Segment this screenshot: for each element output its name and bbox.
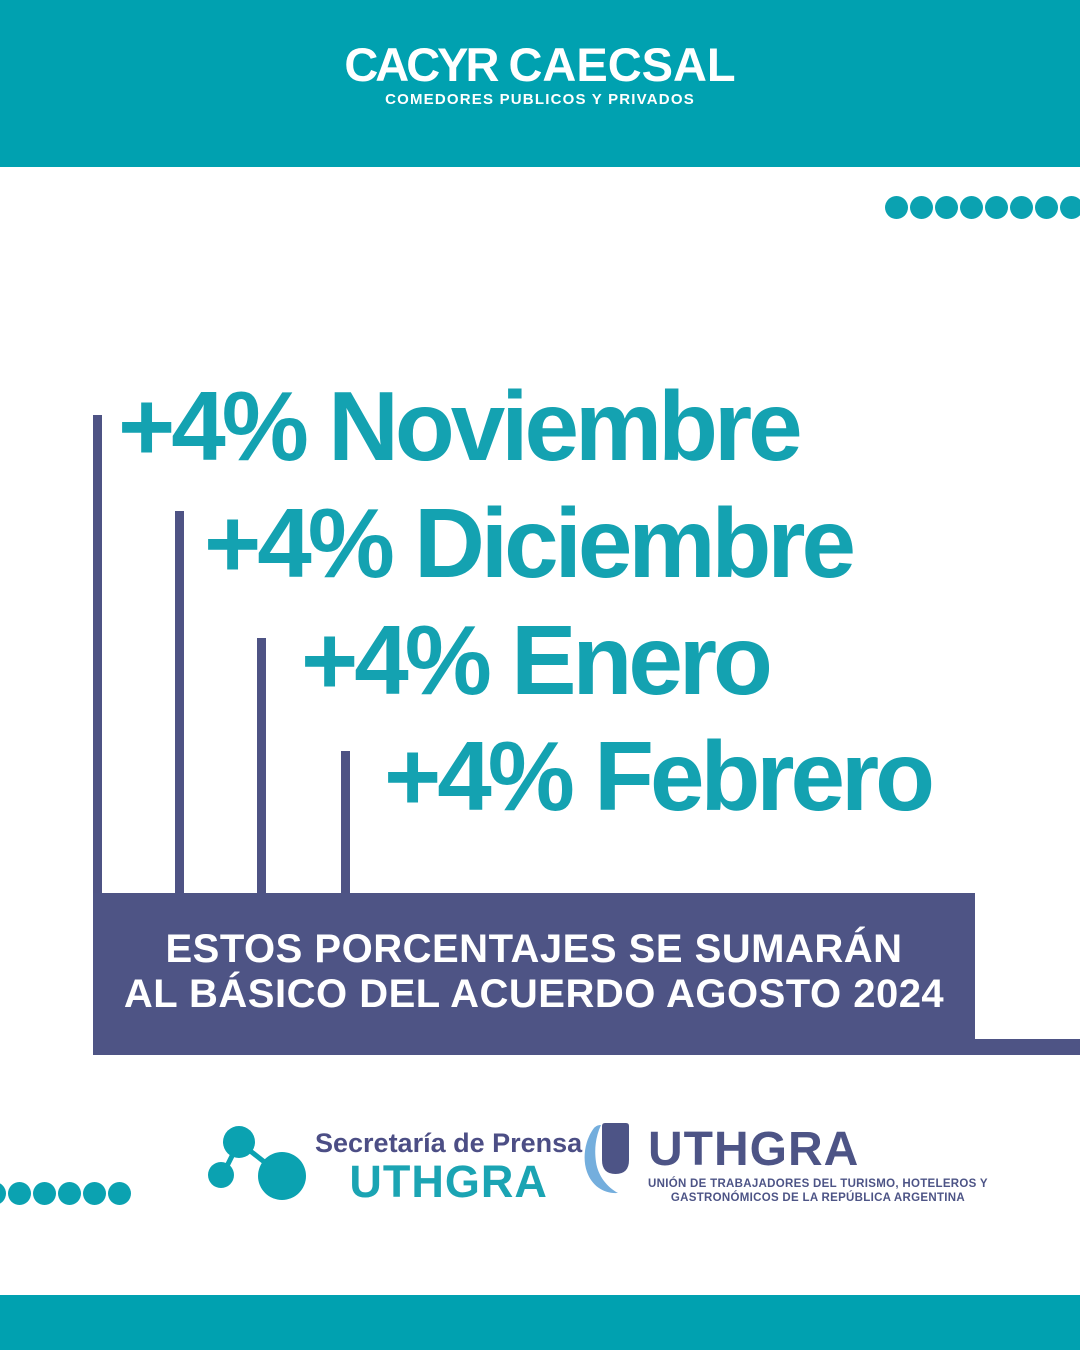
prensa-text-block: Secretaría de Prensa UTHGRA bbox=[315, 1120, 582, 1208]
dot bbox=[33, 1182, 56, 1205]
caecsal-logo: CAECSAL bbox=[508, 38, 736, 91]
summary-banner-tab bbox=[975, 1039, 1080, 1055]
uthgra-subtitle-line-1: UNIÓN DE TRABAJADORES DEL TURISMO, HOTEL… bbox=[648, 1178, 988, 1190]
brand-lockup: CACYR CAECSAL COMEDORES PUBLICOS Y PRIVAD… bbox=[0, 40, 1080, 109]
dot bbox=[108, 1182, 131, 1205]
uthgra-emblem-icon bbox=[584, 1123, 629, 1194]
prensa-label: Secretaría de Prensa bbox=[315, 1128, 583, 1158]
dot bbox=[1060, 196, 1080, 219]
dot bbox=[8, 1182, 31, 1205]
banner-line-2: AL BÁSICO DEL ACUERDO AGOSTO 2024 bbox=[123, 971, 945, 1016]
prensa-logo-group: Secretaría de Prensa UTHGRA bbox=[203, 1120, 582, 1208]
brand-title: CACYR CAECSAL bbox=[0, 40, 1080, 89]
dot bbox=[1010, 196, 1033, 219]
molecule-icon bbox=[208, 1126, 306, 1200]
summary-banner: ESTOS PORCENTAJES SE SUMARÁN AL BÁSICO D… bbox=[93, 893, 975, 1055]
uthgra-subtitle: UNIÓN DE TRABAJADORES DEL TURISMO, HOTEL… bbox=[648, 1178, 988, 1206]
uthgra-name: UTHGRA bbox=[648, 1123, 860, 1176]
uthgra-subtitle-line-2: GASTRONÓMICOS DE LA REPÚBLICA ARGENTINA bbox=[670, 1191, 965, 1204]
connector-bar-febrero bbox=[341, 751, 350, 893]
cacyr-logo: CACYR bbox=[344, 38, 499, 91]
footer-band bbox=[0, 1295, 1080, 1350]
header-band: CACYR CAECSAL COMEDORES PUBLICOS Y PRIVAD… bbox=[0, 0, 1080, 167]
dot bbox=[935, 196, 958, 219]
uthgra-logo-group: UTHGRA UNIÓN DE TRABAJADORES DEL TURISMO… bbox=[576, 1122, 988, 1206]
connector-bar-noviembre bbox=[93, 415, 102, 893]
dot bbox=[83, 1182, 106, 1205]
increase-noviembre: +4% Noviembre bbox=[118, 371, 803, 481]
prensa-name: UTHGRA bbox=[349, 1156, 548, 1207]
dot bbox=[985, 196, 1008, 219]
brand-tagline: COMEDORES PUBLICOS Y PRIVADOS bbox=[385, 91, 695, 109]
dot-row-bottom-left bbox=[0, 1182, 131, 1205]
increase-diciembre: +4% Diciembre bbox=[204, 488, 856, 598]
dot bbox=[0, 1182, 6, 1205]
increase-enero: +4% Enero bbox=[301, 605, 773, 715]
dot bbox=[885, 196, 908, 219]
connector-bar-diciembre bbox=[175, 511, 184, 893]
dot-row-top-right bbox=[885, 196, 1080, 219]
uthgra-text-block: UTHGRA UNIÓN DE TRABAJADORES DEL TURISMO… bbox=[648, 1122, 988, 1206]
dot bbox=[1035, 196, 1058, 219]
dot bbox=[960, 196, 983, 219]
dot bbox=[910, 196, 933, 219]
connector-bar-enero bbox=[257, 638, 266, 893]
banner-line-1: ESTOS PORCENTAJES SE SUMARÁN bbox=[165, 927, 903, 971]
increase-febrero: +4% Febrero bbox=[384, 721, 935, 831]
dot bbox=[58, 1182, 81, 1205]
